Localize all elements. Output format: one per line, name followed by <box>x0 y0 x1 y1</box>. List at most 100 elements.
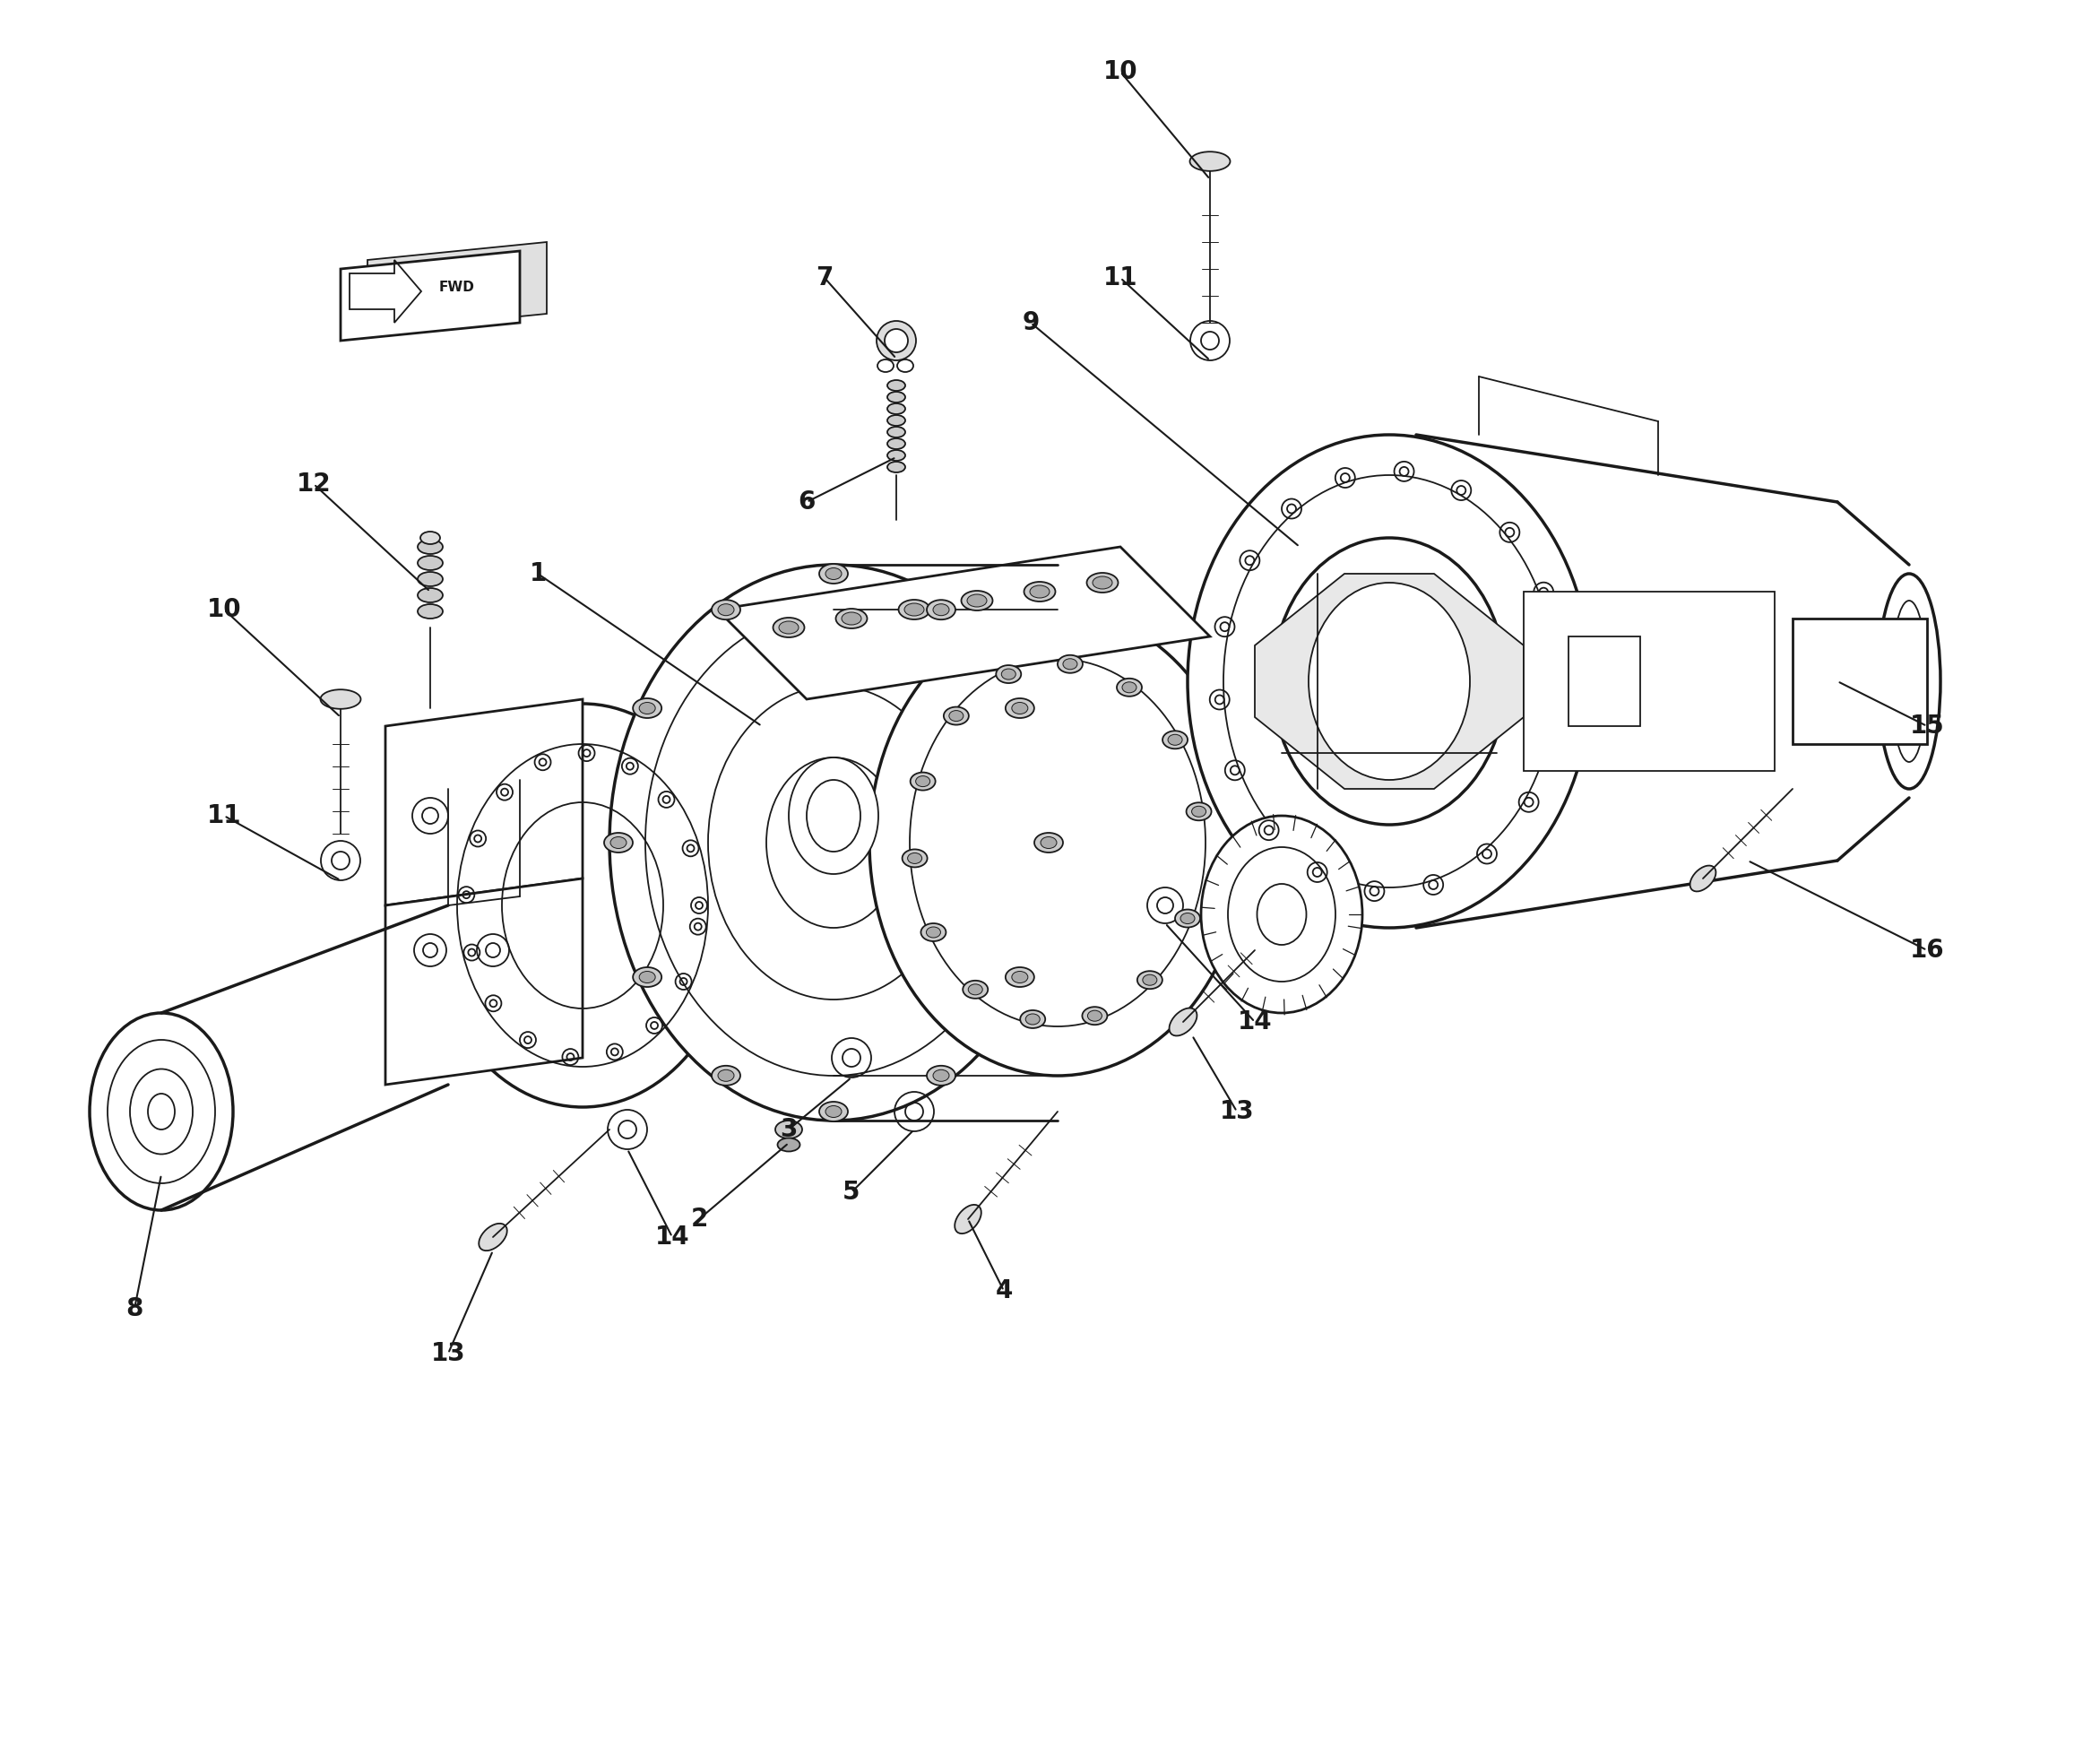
Ellipse shape <box>926 1066 956 1086</box>
Ellipse shape <box>1138 972 1161 989</box>
Ellipse shape <box>1082 1007 1107 1024</box>
Text: 10: 10 <box>1102 60 1138 84</box>
Ellipse shape <box>321 689 361 708</box>
Ellipse shape <box>632 968 662 987</box>
Ellipse shape <box>909 773 934 791</box>
Ellipse shape <box>899 599 930 620</box>
Ellipse shape <box>712 599 741 620</box>
Text: 1: 1 <box>529 560 546 587</box>
Ellipse shape <box>1029 585 1050 597</box>
Ellipse shape <box>1892 601 1928 763</box>
Ellipse shape <box>638 703 655 713</box>
Ellipse shape <box>1025 582 1056 601</box>
Text: 13: 13 <box>1220 1100 1254 1124</box>
Bar <box>1793 618 1928 743</box>
Text: 6: 6 <box>798 490 815 515</box>
Ellipse shape <box>1273 538 1506 824</box>
Ellipse shape <box>962 590 993 610</box>
Ellipse shape <box>869 610 1245 1075</box>
Text: 7: 7 <box>817 265 834 290</box>
Ellipse shape <box>1006 698 1033 719</box>
Polygon shape <box>368 242 546 332</box>
Ellipse shape <box>609 564 1058 1121</box>
Ellipse shape <box>418 555 443 569</box>
Ellipse shape <box>1058 655 1084 673</box>
Ellipse shape <box>888 462 905 473</box>
Ellipse shape <box>943 706 968 726</box>
Ellipse shape <box>1228 847 1336 982</box>
Ellipse shape <box>1258 884 1306 945</box>
Ellipse shape <box>632 698 662 719</box>
Ellipse shape <box>1201 815 1363 1014</box>
Ellipse shape <box>611 836 626 849</box>
Ellipse shape <box>1189 434 1592 928</box>
Ellipse shape <box>790 757 878 873</box>
Ellipse shape <box>1012 703 1027 713</box>
Ellipse shape <box>1191 151 1231 170</box>
Ellipse shape <box>903 849 928 868</box>
Polygon shape <box>386 878 582 1084</box>
Ellipse shape <box>819 1102 848 1121</box>
Ellipse shape <box>1035 833 1063 852</box>
Ellipse shape <box>1142 975 1157 986</box>
Polygon shape <box>340 251 521 341</box>
Circle shape <box>876 322 916 360</box>
Ellipse shape <box>1180 914 1195 924</box>
Ellipse shape <box>418 589 443 603</box>
Bar <box>1525 592 1774 771</box>
Text: 15: 15 <box>1909 713 1945 738</box>
Ellipse shape <box>1163 731 1189 748</box>
Ellipse shape <box>1086 573 1117 592</box>
Ellipse shape <box>888 450 905 460</box>
Ellipse shape <box>1168 734 1182 745</box>
Ellipse shape <box>718 1070 735 1081</box>
Ellipse shape <box>926 599 956 620</box>
Text: 3: 3 <box>779 1117 798 1142</box>
Circle shape <box>884 329 907 353</box>
Ellipse shape <box>888 415 905 425</box>
Polygon shape <box>386 699 582 905</box>
Ellipse shape <box>916 777 930 787</box>
Ellipse shape <box>956 1205 981 1233</box>
Ellipse shape <box>1186 803 1212 821</box>
Ellipse shape <box>479 1223 506 1251</box>
Ellipse shape <box>418 604 443 618</box>
Ellipse shape <box>932 604 949 615</box>
Ellipse shape <box>926 928 941 938</box>
Ellipse shape <box>1121 682 1136 692</box>
Ellipse shape <box>1877 575 1940 789</box>
Ellipse shape <box>1021 1010 1046 1028</box>
Ellipse shape <box>718 604 735 615</box>
Ellipse shape <box>712 1066 741 1086</box>
Ellipse shape <box>1006 968 1033 987</box>
Ellipse shape <box>130 1068 193 1154</box>
Ellipse shape <box>420 532 441 545</box>
Ellipse shape <box>418 573 443 587</box>
Ellipse shape <box>962 980 987 998</box>
Ellipse shape <box>909 659 1205 1026</box>
Ellipse shape <box>907 852 922 864</box>
Text: 14: 14 <box>1237 1009 1273 1035</box>
Ellipse shape <box>107 1040 214 1182</box>
Ellipse shape <box>779 622 798 634</box>
Text: 10: 10 <box>206 597 242 622</box>
Ellipse shape <box>1170 1009 1197 1037</box>
Ellipse shape <box>836 608 867 629</box>
Text: 11: 11 <box>206 803 242 828</box>
Ellipse shape <box>932 1070 949 1081</box>
Text: 9: 9 <box>1023 311 1040 336</box>
Ellipse shape <box>773 618 804 638</box>
Text: 2: 2 <box>691 1207 708 1232</box>
Ellipse shape <box>888 404 905 415</box>
Ellipse shape <box>775 1121 802 1139</box>
Ellipse shape <box>426 705 739 1107</box>
Ellipse shape <box>605 833 632 852</box>
Ellipse shape <box>638 972 655 982</box>
Polygon shape <box>716 546 1210 699</box>
Ellipse shape <box>1025 1014 1040 1024</box>
Ellipse shape <box>968 984 983 994</box>
Ellipse shape <box>766 757 901 928</box>
Ellipse shape <box>825 1105 842 1117</box>
Ellipse shape <box>777 1139 800 1151</box>
Ellipse shape <box>842 611 861 625</box>
